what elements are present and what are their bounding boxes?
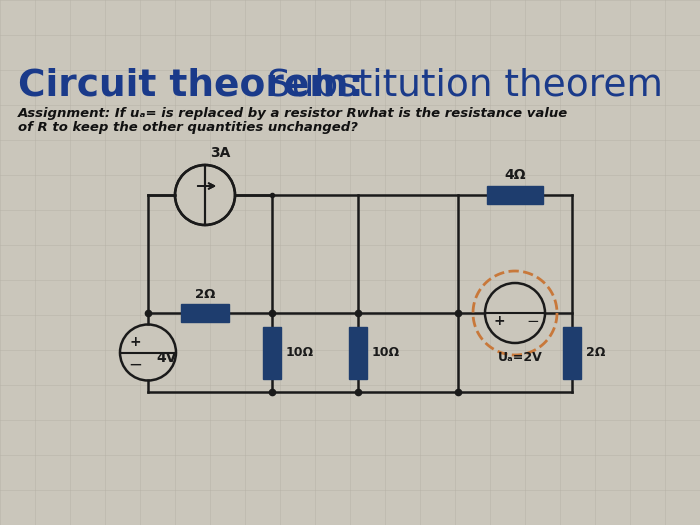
FancyBboxPatch shape (563, 327, 581, 379)
Text: 2Ω: 2Ω (586, 346, 606, 359)
Text: 10Ω: 10Ω (372, 346, 400, 359)
FancyBboxPatch shape (263, 327, 281, 379)
Text: −: − (526, 313, 540, 329)
Text: +: + (130, 335, 141, 350)
Circle shape (121, 326, 175, 380)
Text: Assignment: If uₐ= is replaced by a resistor Rwhat is the resistance value: Assignment: If uₐ= is replaced by a resi… (18, 107, 568, 120)
FancyBboxPatch shape (349, 327, 367, 379)
Text: +: + (494, 314, 505, 328)
Text: 3A: 3A (210, 146, 230, 160)
Text: of R to keep the other quantities unchanged?: of R to keep the other quantities unchan… (18, 121, 358, 134)
Circle shape (176, 166, 234, 224)
FancyBboxPatch shape (563, 327, 581, 379)
FancyBboxPatch shape (487, 186, 543, 204)
Text: −: − (128, 355, 142, 373)
Text: 10Ω: 10Ω (286, 346, 314, 359)
Text: 2Ω: 2Ω (195, 288, 215, 301)
FancyBboxPatch shape (487, 186, 543, 204)
FancyBboxPatch shape (181, 304, 229, 322)
Circle shape (486, 284, 544, 342)
Text: Uₐ=2V: Uₐ=2V (498, 351, 542, 364)
Text: Substitution theorem: Substitution theorem (255, 68, 663, 104)
Text: Circuit theorem:: Circuit theorem: (18, 68, 363, 104)
Text: 4Ω: 4Ω (504, 168, 526, 182)
Text: 4V: 4V (156, 351, 176, 364)
